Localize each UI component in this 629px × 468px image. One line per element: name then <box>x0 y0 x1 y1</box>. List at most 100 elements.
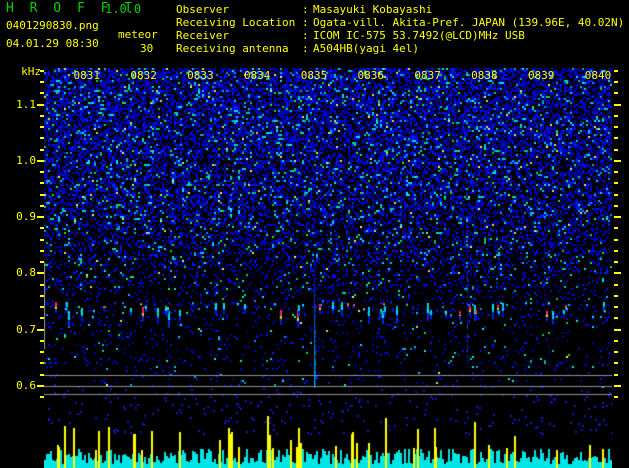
right-tick-minor <box>614 351 618 354</box>
right-tick-minor <box>614 294 618 297</box>
time-tick-label: 0838 <box>471 69 498 82</box>
right-tick-minor <box>614 396 618 399</box>
right-tick-minor <box>614 261 618 264</box>
metadata-value: A504HB(yagi 4el) <box>313 42 419 55</box>
header-panel: H R O F F T 1.0.0 0401290830.png 04.01.2… <box>0 0 629 68</box>
right-tick-minor <box>614 283 618 286</box>
spectrogram-canvas <box>44 68 612 388</box>
y-tick-label: 0.9 <box>16 210 36 224</box>
right-tick-major <box>614 328 621 331</box>
y-tick-minor <box>40 261 44 264</box>
metadata-key: Receiving Location <box>176 16 296 29</box>
metadata-key: Receiver <box>176 29 229 42</box>
y-tick-minor <box>40 114 44 117</box>
time-tick-label: 0840 <box>584 69 612 82</box>
y-tick-major <box>37 159 44 162</box>
metadata-colon: : <box>302 16 309 29</box>
metadata-row: Observer : Masayuki Kobayashi <box>176 3 626 16</box>
right-tick-minor <box>614 373 618 376</box>
right-tick-minor <box>614 362 618 365</box>
app-title: H R O F F T <box>6 1 137 16</box>
right-tick-minor <box>614 126 618 129</box>
datetime-label: 04.01.29 08:30 <box>6 37 99 50</box>
time-tick-label: 0832 <box>130 69 157 82</box>
y-tick-major <box>37 328 44 331</box>
echo-count-label: 30 <box>140 42 154 55</box>
right-tick-minor <box>614 339 618 342</box>
y-tick-label: 0.8 <box>16 266 36 280</box>
y-tick-minor <box>40 193 44 196</box>
metadata-row: Receiving antenna : A504HB(yagi 4el) <box>176 42 626 55</box>
y-tick-major <box>37 103 44 106</box>
right-tick-major <box>614 384 621 387</box>
right-axis <box>612 68 629 400</box>
y-tick-minor <box>40 249 44 252</box>
right-tick-minor <box>614 227 618 230</box>
y-tick-minor <box>40 283 44 286</box>
right-tick-major <box>614 103 621 106</box>
y-tick-minor <box>40 81 44 84</box>
app-version: 1.0.0 <box>105 2 142 16</box>
y-tick-label: 0.7 <box>16 322 36 336</box>
y-tick-minor <box>40 351 44 354</box>
metadata-colon: : <box>302 3 309 16</box>
y-tick-label: 1.0 <box>16 153 36 167</box>
metadata-value: Masayuki Kobayashi <box>313 3 433 16</box>
metadata-row: Receiver : ICOM IC-575 53.7492(@LCD)MHz … <box>176 29 626 42</box>
metadata-value: Ogata-vill. Akita-Pref. JAPAN (139.96E, … <box>313 16 625 29</box>
spectrogram-plot: kHz 1.1 1.0 0.9 0.8 0.7 0.6 0831 0832 0833 0834 0… <box>0 65 629 468</box>
time-tick-label: 0835 <box>300 69 328 82</box>
metadata-colon: : <box>302 42 309 55</box>
y-tick-minor <box>40 317 44 320</box>
right-tick-minor <box>614 182 618 185</box>
y-tick-major <box>37 216 44 219</box>
filename-label: 0401290830.png <box>6 19 99 32</box>
right-tick-minor <box>614 317 618 320</box>
right-tick-minor <box>614 204 618 207</box>
y-tick-minor <box>40 373 44 376</box>
time-tick-label: 0833 <box>187 69 214 82</box>
y-tick-major <box>37 272 44 275</box>
y-tick-minor <box>40 362 44 365</box>
right-tick-minor <box>614 171 618 174</box>
metadata-key: Observer <box>176 3 229 16</box>
metadata-colon: : <box>302 29 309 42</box>
y-tick-minor <box>40 137 44 140</box>
right-tick-minor <box>614 81 618 84</box>
y-tick-minor <box>40 126 44 129</box>
y-tick-minor <box>40 182 44 185</box>
time-tick-label: 0836 <box>357 69 385 82</box>
y-tick-minor <box>40 227 44 230</box>
time-tick-label: 0834 <box>243 69 271 82</box>
y-tick-major <box>37 384 44 387</box>
y-tick-minor <box>40 92 44 95</box>
y-tick-minor <box>40 306 44 309</box>
y-tick-minor <box>40 148 44 151</box>
y-tick-minor <box>40 204 44 207</box>
right-tick-major <box>614 159 621 162</box>
right-tick-minor <box>614 137 618 140</box>
right-tick-minor <box>614 69 618 72</box>
right-tick-major <box>614 272 621 275</box>
y-axis: kHz 1.1 1.0 0.9 0.8 0.7 0.6 <box>0 65 44 400</box>
right-tick-minor <box>614 193 618 196</box>
y-tick-minor <box>40 339 44 342</box>
y-tick-minor <box>40 396 44 399</box>
y-tick-minor <box>40 69 44 72</box>
y-tick-minor <box>40 171 44 174</box>
y-tick-minor <box>40 238 44 241</box>
y-tick-label: 1.1 <box>16 97 36 111</box>
right-tick-minor <box>614 306 618 309</box>
y-axis-label: kHz <box>21 65 41 78</box>
right-tick-minor <box>614 148 618 151</box>
strip-chart-wrap <box>44 388 612 468</box>
y-tick-minor <box>40 294 44 297</box>
strip-chart-canvas <box>44 388 612 468</box>
metadata-block: Observer : Masayuki Kobayashi Receiving … <box>176 3 626 55</box>
time-tick-label: 0837 <box>414 69 441 82</box>
metadata-value: ICOM IC-575 53.7492(@LCD)MHz USB <box>313 29 525 42</box>
right-tick-minor <box>614 92 618 95</box>
metadata-row: Receiving Location : Ogata-vill. Akita-P… <box>176 16 626 29</box>
spectrogram-canvas-wrap <box>44 68 612 388</box>
